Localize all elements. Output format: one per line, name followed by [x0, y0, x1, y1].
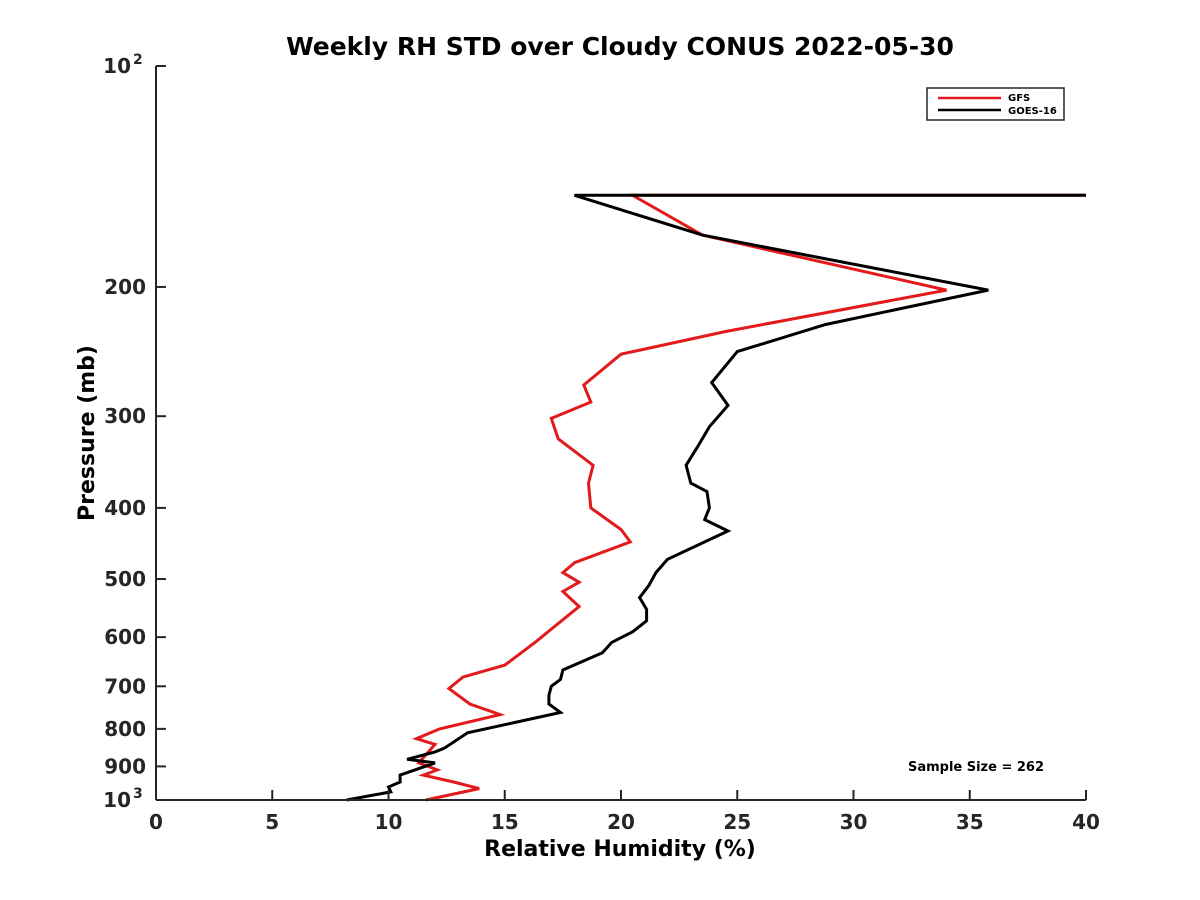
- legend-box: [926, 87, 1065, 121]
- chart-title: Weekly RH STD over Cloudy CONUS 2022-05-…: [286, 32, 954, 61]
- x-tick-label: 10: [375, 810, 403, 834]
- y-tick-label: 600: [104, 625, 146, 649]
- y-tick-label: 400: [104, 496, 146, 520]
- y-tick-label-base: 10: [103, 788, 131, 812]
- y-tick-label: 800: [104, 717, 146, 741]
- x-axis-label: Relative Humidity (%): [484, 837, 756, 862]
- x-tick-label: 15: [491, 810, 519, 834]
- legend: GFS GOES-16: [926, 87, 1065, 121]
- legend-label-gfs: GFS: [1008, 93, 1030, 104]
- y-axis-label: Pressure (mb): [75, 345, 100, 521]
- x-tick-label: 40: [1072, 810, 1100, 834]
- x-tick-label: 5: [265, 810, 279, 834]
- y-tick-label: 300: [104, 404, 146, 428]
- legend-label-goes16: GOES-16: [1008, 106, 1057, 117]
- y-tick-label: 700: [104, 674, 146, 698]
- x-tick-label: 20: [607, 810, 635, 834]
- y-tick-label-exponent: 3: [133, 786, 143, 802]
- y-tick-label: 900: [104, 754, 146, 778]
- y-tick-label: 500: [104, 567, 146, 591]
- x-tick-label: 25: [723, 810, 751, 834]
- x-tick-label: 30: [840, 810, 868, 834]
- y-tick-label: 200: [104, 275, 146, 299]
- series-line-gfs: [412, 193, 1086, 802]
- y-tick-label-exponent: 2: [133, 52, 143, 68]
- y-tick-label-base: 10: [103, 54, 131, 78]
- series-line-goes16: [346, 193, 1086, 802]
- series-layer: [346, 193, 1086, 802]
- x-tick-label: 35: [956, 810, 984, 834]
- x-tick-label: 0: [149, 810, 163, 834]
- sample-size-annotation: Sample Size = 262: [908, 760, 1044, 775]
